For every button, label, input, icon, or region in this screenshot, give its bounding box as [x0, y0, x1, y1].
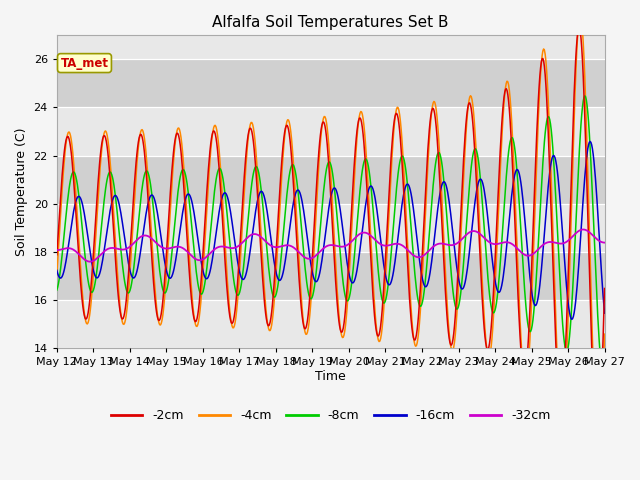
Bar	[57, 60, 605, 108]
Y-axis label: Soil Temperature (C): Soil Temperature (C)	[15, 127, 28, 256]
Bar	[57, 300, 605, 348]
Bar	[57, 108, 605, 156]
Bar	[57, 252, 605, 300]
X-axis label: Time: Time	[316, 370, 346, 383]
Bar	[57, 204, 605, 252]
Legend: -2cm, -4cm, -8cm, -16cm, -32cm: -2cm, -4cm, -8cm, -16cm, -32cm	[106, 404, 556, 427]
Bar	[57, 156, 605, 204]
Title: Alfalfa Soil Temperatures Set B: Alfalfa Soil Temperatures Set B	[212, 15, 449, 30]
Text: TA_met: TA_met	[61, 57, 109, 70]
